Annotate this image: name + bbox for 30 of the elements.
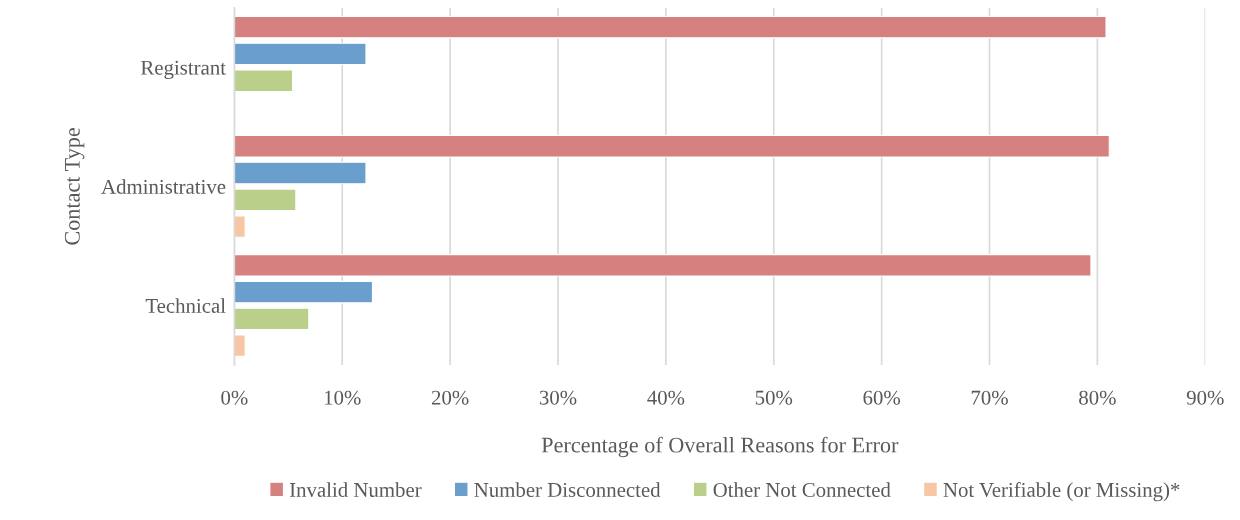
x-tick-label: 30% bbox=[539, 390, 577, 405]
x-tick-label: 40% bbox=[647, 390, 685, 405]
legend-label: Number Disconnected bbox=[474, 482, 661, 497]
bar bbox=[234, 307, 310, 331]
bar bbox=[234, 134, 1110, 158]
y-axis-title: Contact Type bbox=[64, 128, 85, 245]
x-tick-label: 90% bbox=[1186, 390, 1224, 405]
x-axis-title: Percentage of Overall Reasons for Error bbox=[541, 436, 899, 458]
legend-label: Invalid Number bbox=[289, 482, 422, 497]
bar bbox=[234, 254, 1092, 277]
x-tick-label: 20% bbox=[431, 390, 469, 405]
bar bbox=[234, 15, 1107, 39]
bar bbox=[234, 161, 367, 185]
x-tick-label: 80% bbox=[1079, 390, 1116, 405]
bar bbox=[234, 215, 246, 238]
bar bbox=[234, 334, 246, 357]
legend-label: Other Not Connected bbox=[713, 482, 891, 497]
x-tick-label: 70% bbox=[971, 390, 1008, 405]
bar bbox=[234, 42, 367, 66]
x-tick-label: 60% bbox=[863, 390, 901, 405]
x-tick-label: 50% bbox=[755, 390, 793, 405]
x-tick-label: 10% bbox=[324, 390, 361, 405]
bar bbox=[234, 69, 294, 93]
x-tick-label: 0% bbox=[221, 390, 248, 405]
bar bbox=[234, 188, 297, 212]
bar bbox=[234, 280, 374, 304]
legend-label: Not Verifiable (or Missing)* bbox=[943, 482, 1180, 502]
y-tick-label: Technical bbox=[145, 298, 226, 313]
y-tick-label: Registrant bbox=[140, 60, 226, 80]
y-tick-label: Administrative bbox=[101, 179, 226, 194]
